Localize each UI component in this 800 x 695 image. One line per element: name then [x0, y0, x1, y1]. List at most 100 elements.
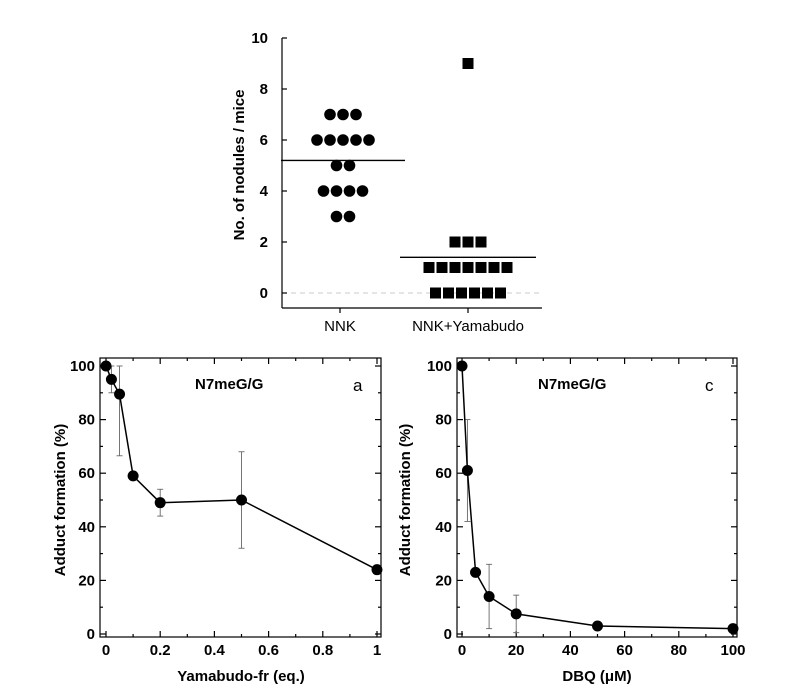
dot-plot-point-nnk	[350, 108, 362, 121]
chart-a-data-point	[371, 564, 383, 576]
chart-a-x-axis-label: Yamabudo-fr (eq.)	[177, 668, 305, 685]
chart-a-y-axis-label: Adduct formation (%)	[52, 424, 69, 576]
chart-a-ticks: 0 20 40 60 80 100 0 0.2 0.4 0.6 0.8 1	[70, 358, 381, 659]
dot-plot-point-nnk-yamabudo	[443, 287, 454, 299]
chart-a-frame	[99, 357, 382, 638]
dot-plot-point-nnk-yamabudo	[423, 262, 435, 273]
chart-c-data-point	[461, 465, 473, 477]
dot-plot-point-nnk-yamabudo	[456, 287, 467, 299]
chart-c-x-tick-label: 60	[616, 642, 633, 659]
chart-c-panel-letter: c	[705, 376, 714, 395]
adduct-yamabudo-chart: 0 20 40 60 80 100 0 0.2 0.4 0.6 0.8 1 Adduct format…	[52, 357, 383, 685]
dot-plot-point-nnk	[311, 134, 323, 146]
dot-plot-point-nnk-yamabudo	[430, 287, 441, 299]
dot-plot-point-nnk-yamabudo	[488, 262, 500, 273]
chart-a-y-tick-label: 60	[78, 465, 95, 482]
dot-plot-point-nnk-yamabudo	[475, 236, 487, 248]
chart-c-data-point	[592, 620, 603, 632]
chart-c-data-point	[456, 360, 468, 372]
chart-a-data-point	[105, 373, 117, 385]
dot-plot-point-nnk-yamabudo	[475, 262, 487, 273]
chart-c-data-point	[483, 590, 495, 602]
chart-c-y-axis-label: Adduct formation (%)	[397, 424, 414, 576]
dot-plot-point-nnk	[330, 185, 343, 197]
chart-c-annotation: N7meG/G	[538, 376, 606, 393]
dot-plot-point-nnk	[337, 108, 349, 121]
dot-plot-point-nnk	[363, 134, 375, 146]
chart-c-x-tick-label: 100	[720, 642, 745, 659]
chart-a-series	[100, 360, 383, 576]
dot-plot-point-nnk	[317, 185, 330, 197]
chart-a-data-point	[127, 470, 139, 482]
chart-c-series-line	[461, 365, 734, 630]
dot-plot-y-tick-label: 6	[260, 132, 268, 149]
chart-a-x-tick-label: 0.2	[150, 642, 171, 659]
dot-plot-point-nnk-yamabudo	[495, 287, 506, 299]
dot-plot-point-nnk	[330, 159, 343, 172]
dot-plot-point-nnk	[337, 134, 349, 146]
dot-plot-point-nnk-yamabudo	[462, 262, 474, 273]
chart-c-ticks: 0 20 40 60 80 100 0 20 40 60 80 100	[427, 358, 746, 659]
chart-c-frame	[456, 357, 738, 638]
chart-a-x-tick-label: 0.8	[312, 642, 333, 659]
chart-c-plot-frame	[456, 357, 738, 638]
adduct-dbq-chart: 0 20 40 60 80 100 0 20 40 60 80 100 Adduct formatio…	[397, 357, 746, 685]
dot-plot-point-nnk-yamabudo	[462, 236, 474, 248]
chart-c-y-tick-label: 20	[435, 572, 452, 589]
dot-plot-points	[281, 58, 536, 299]
chart-a-x-tick-label: 0.4	[204, 642, 226, 659]
chart-c-data-point	[470, 566, 482, 578]
chart-c-y-tick-label: 80	[435, 412, 452, 429]
chart-a-plot-frame	[99, 357, 382, 638]
chart-c-series	[456, 360, 739, 635]
dot-plot-y-axis-label: No. of nodules / mice	[231, 90, 248, 241]
chart-a-x-tick-label: 0	[102, 642, 110, 659]
chart-a-data-point	[154, 497, 166, 509]
dot-plot-y-tick-label: 2	[260, 234, 268, 251]
chart-a-data-point	[236, 494, 247, 506]
chart-c-x-tick-label: 0	[458, 642, 466, 659]
chart-a-y-tick-label: 0	[87, 626, 95, 643]
chart-c-x-tick-label: 40	[562, 642, 579, 659]
dot-plot-point-nnk-yamabudo	[436, 262, 448, 273]
dot-plot-point-nnk	[324, 108, 336, 121]
dot-plot-point-nnk-yamabudo	[449, 262, 461, 273]
chart-a-panel-letter: a	[353, 376, 363, 395]
dot-plot-point-nnk-yamabudo	[462, 58, 474, 69]
dot-plot-y-tick-label: 0	[260, 285, 268, 302]
chart-c-y-tick-label: 40	[435, 519, 452, 536]
chart-a-y-tick-label: 20	[78, 572, 95, 589]
chart-a-x-tick-label: 0.6	[258, 642, 279, 659]
dot-plot-point-nnk-yamabudo	[449, 236, 461, 248]
chart-a-y-tick-label: 40	[78, 519, 95, 536]
chart-c-y-tick-label: 100	[427, 358, 452, 375]
category-label-nnk-yamabudo: NNK+Yamabudo	[412, 318, 524, 335]
chart-a-y-tick-label: 80	[78, 412, 95, 429]
dot-plot-point-nnk	[350, 134, 362, 146]
chart-c-x-tick-label: 80	[670, 642, 687, 659]
chart-a-y-tick-label: 100	[70, 358, 95, 375]
chart-c-y-tick-label: 0	[444, 626, 452, 643]
dot-plot-y-tick-label: 8	[260, 81, 268, 98]
chart-a-data-point	[114, 388, 126, 400]
chart-c-x-axis-label: DBQ (μM)	[562, 668, 631, 685]
chart-a-data-point	[100, 360, 112, 372]
dot-plot-point-nnk	[330, 210, 343, 223]
dot-plot-point-nnk	[343, 185, 356, 197]
dot-plot-point-nnk-yamabudo	[469, 287, 480, 299]
chart-c-data-point	[510, 608, 522, 620]
chart-c-x-tick-label: 20	[508, 642, 525, 659]
chart-c-data-point	[727, 623, 739, 635]
dot-plot-point-nnk-yamabudo	[501, 262, 513, 273]
chart-a-annotation: N7meG/G	[195, 376, 263, 393]
chart-c-y-tick-label: 60	[435, 465, 452, 482]
dot-plot-point-nnk	[356, 185, 369, 197]
dot-plot-point-nnk-yamabudo	[482, 287, 493, 299]
dot-plot-y-ticks: 0 2 4 6 8 10	[251, 30, 287, 302]
dot-plot-y-tick-label: 4	[260, 183, 269, 200]
dot-plot-y-tick-label: 10	[251, 30, 268, 47]
nodule-dot-plot: 0 2 4 6 8 10 No. of nodules / mice NNK NNK+Ya…	[231, 30, 542, 335]
category-label-nnk: NNK	[324, 318, 356, 335]
chart-a-x-tick-label: 1	[373, 642, 381, 659]
